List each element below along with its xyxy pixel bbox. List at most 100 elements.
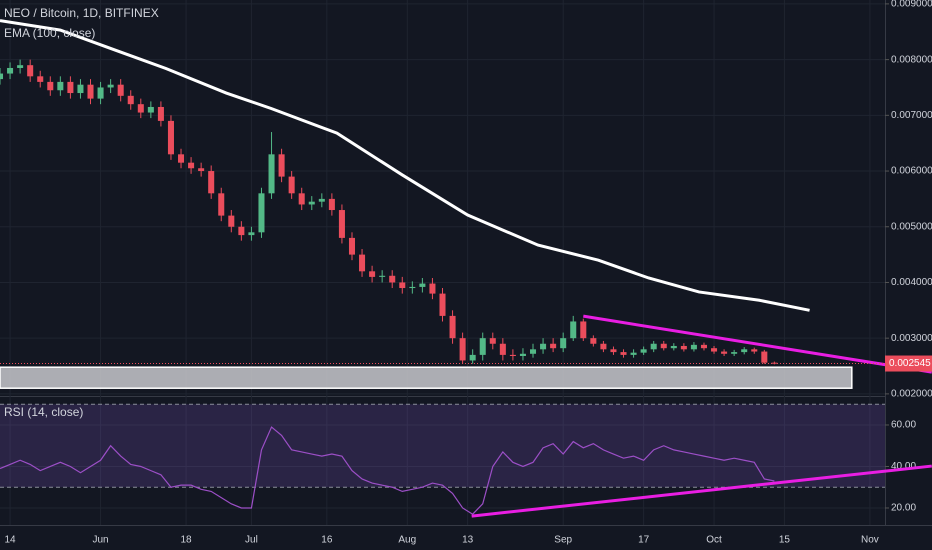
y-tick-label: 0.008000 xyxy=(891,54,932,65)
candle-body xyxy=(479,338,486,355)
candle-body xyxy=(67,81,74,94)
candle-body xyxy=(670,345,677,349)
candle-body xyxy=(570,321,577,339)
candle-body xyxy=(117,84,124,96)
y-tick-label: 0.004000 xyxy=(891,277,932,288)
x-tick-label: 17 xyxy=(638,535,650,546)
candle-body xyxy=(127,95,134,105)
price-trendline xyxy=(583,314,932,374)
candle-body xyxy=(610,349,617,353)
chart-title: NEO / Bitcoin, 1D, BITFINEX xyxy=(4,6,159,20)
candle-body xyxy=(389,275,396,283)
x-tick-label: 13 xyxy=(462,535,474,546)
candle-body xyxy=(650,343,657,350)
candle-body xyxy=(590,338,597,344)
candle-body xyxy=(7,67,14,74)
candle-body xyxy=(680,345,687,350)
y-tick-label: 0.005000 xyxy=(891,221,932,232)
candle-body xyxy=(509,354,516,357)
candle-body xyxy=(338,210,345,238)
candle-body xyxy=(87,84,94,99)
candle-body xyxy=(47,81,54,91)
candle-body xyxy=(540,343,547,350)
candle-body xyxy=(419,283,426,287)
y-tick-label: 0.007000 xyxy=(891,110,932,121)
candle-body xyxy=(379,275,386,277)
candle-body xyxy=(469,354,476,361)
candle-body xyxy=(37,76,44,82)
candle-body xyxy=(741,349,748,353)
candle-body xyxy=(278,154,285,177)
x-tick-label: 16 xyxy=(321,535,333,546)
candle-body xyxy=(369,271,376,277)
candle-body xyxy=(27,65,34,77)
candle-body xyxy=(499,343,506,355)
candle-body xyxy=(137,104,144,113)
grid xyxy=(0,0,885,525)
x-tick-label: Aug xyxy=(398,535,416,546)
candle-body xyxy=(751,349,758,352)
candle-body xyxy=(248,232,255,236)
rsi-tick-label: 60.00 xyxy=(891,420,916,431)
candle-body xyxy=(0,73,4,80)
candle-body xyxy=(519,353,526,357)
ema-line xyxy=(0,19,810,312)
candle-body xyxy=(77,84,84,94)
y-tick-label: 0.002000 xyxy=(891,389,932,400)
candle-body xyxy=(459,338,466,361)
candle-body xyxy=(660,343,667,349)
candle-body xyxy=(600,343,607,350)
candle-body xyxy=(228,215,235,227)
y-tick-label: 0.006000 xyxy=(891,166,932,177)
x-tick-label: Sep xyxy=(554,535,572,546)
support-zone xyxy=(0,366,853,389)
candle-body xyxy=(529,349,537,354)
candle-body xyxy=(17,65,24,68)
candle-body xyxy=(721,351,728,354)
candle-body xyxy=(359,254,366,272)
candle-body xyxy=(318,198,325,202)
x-tick-label: 14 xyxy=(4,535,16,546)
x-tick-label: Oct xyxy=(706,535,722,546)
rsi-label: RSI (14, close) xyxy=(4,405,83,419)
last-price-label: 0.002545 xyxy=(889,358,931,369)
candle-body xyxy=(178,154,185,163)
candle-body xyxy=(711,348,718,352)
rsi-tick-label: 20.00 xyxy=(891,503,916,514)
candle-body xyxy=(640,349,647,353)
y-tick-label: 0.003000 xyxy=(891,333,932,344)
x-tick-label: Jul xyxy=(245,535,258,546)
candle-body xyxy=(630,352,637,355)
x-tick-label: Jun xyxy=(93,535,109,546)
x-tick-label: 18 xyxy=(180,535,192,546)
marks xyxy=(0,19,853,515)
candle-body xyxy=(550,343,557,349)
x-tick-label: 15 xyxy=(779,535,791,546)
y-tick-label: 0.009000 xyxy=(891,0,932,10)
candle-body xyxy=(620,352,627,355)
candle-body xyxy=(690,344,697,350)
candle-body xyxy=(97,87,104,99)
candle-body xyxy=(399,282,406,289)
candle-body xyxy=(147,106,154,113)
rsi-trendline xyxy=(471,464,932,518)
candle-body xyxy=(218,193,225,216)
candle-body xyxy=(439,293,446,316)
candle-body xyxy=(198,168,205,172)
candle-body xyxy=(328,198,335,211)
candle-body xyxy=(188,162,195,169)
candle-body xyxy=(298,193,305,205)
candle-body xyxy=(731,352,738,354)
candle-body xyxy=(449,315,456,339)
candle-body xyxy=(761,351,768,363)
indicator-label: EMA (100, close) xyxy=(4,26,95,40)
candle-body xyxy=(258,193,265,233)
candle-body xyxy=(409,286,416,289)
candle-body xyxy=(700,344,707,349)
candle-body xyxy=(489,338,496,344)
candle-body xyxy=(268,154,275,194)
candle-body xyxy=(429,283,436,294)
last-price-box xyxy=(885,355,932,372)
